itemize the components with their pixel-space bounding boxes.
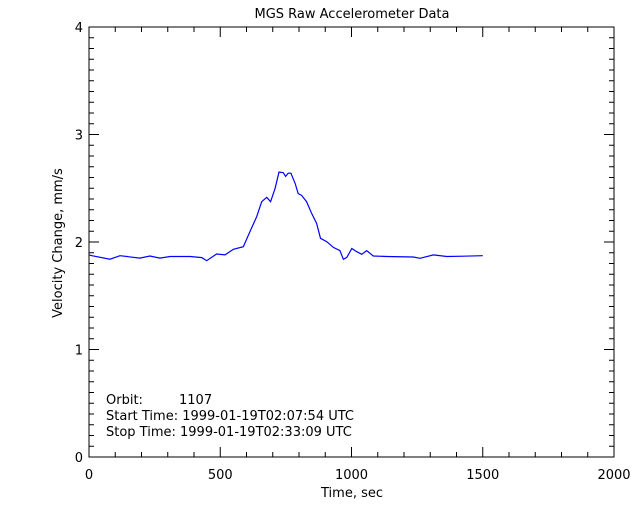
x-tick-label: 500	[208, 468, 233, 483]
x-tick-label: 0	[85, 468, 93, 483]
y-tick-label: 3	[75, 129, 83, 144]
y-tick-label: 0	[75, 451, 83, 466]
y-tick-label: 2	[75, 236, 83, 251]
start-time: Start Time: 1999-01-19T02:07:54 UTC	[106, 409, 354, 424]
series-line	[88, 171, 483, 262]
stop-time: Stop Time: 1999-01-19T02:33:09 UTC	[106, 425, 352, 440]
plot-frame	[88, 26, 615, 458]
orbit-label: Orbit:	[106, 393, 143, 408]
x-tick-label: 1500	[466, 468, 499, 483]
y-tick-label: 4	[75, 21, 83, 36]
x-axis-label: Time, sec	[320, 486, 383, 501]
y-tick-label: 1	[75, 344, 83, 359]
y-axis-label: Velocity Change, mm/s	[51, 168, 66, 318]
orbit-value: 1107	[179, 393, 212, 408]
x-tick-label: 1000	[335, 468, 368, 483]
x-tick-label: 2000	[597, 468, 630, 483]
chart-title: MGS Raw Accelerometer Data	[254, 7, 449, 22]
